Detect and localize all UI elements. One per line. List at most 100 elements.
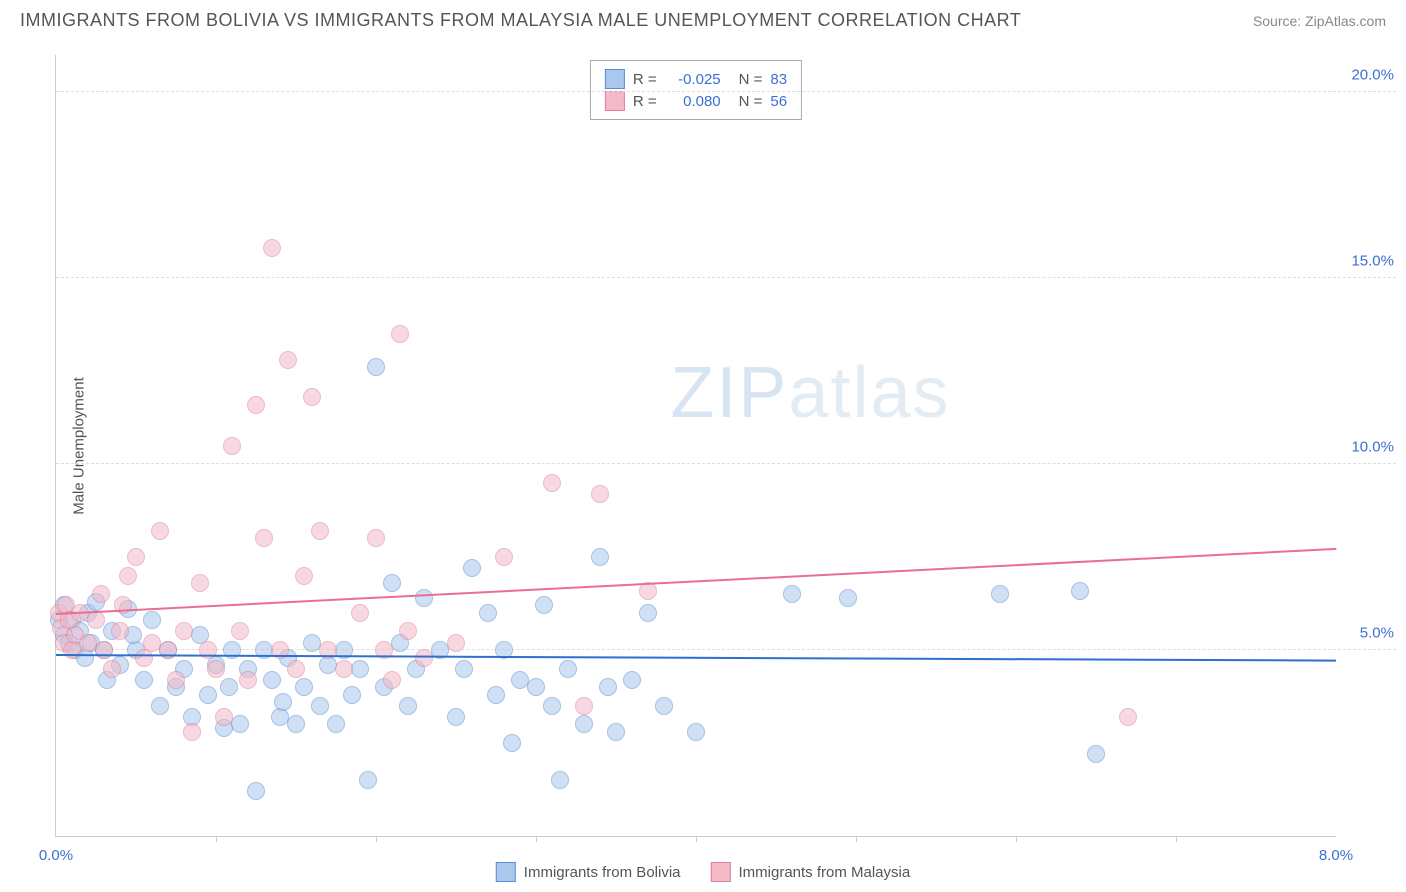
data-point-malaysia <box>399 622 417 640</box>
data-point-malaysia <box>215 708 233 726</box>
data-point-malaysia <box>151 522 169 540</box>
gridline <box>56 91 1396 92</box>
data-point-bolivia <box>591 548 609 566</box>
legend-label: Immigrants from Malaysia <box>739 864 911 881</box>
swatch-malaysia <box>711 862 731 882</box>
data-point-malaysia <box>87 611 105 629</box>
x-tick <box>216 836 217 842</box>
y-tick-label: 5.0% <box>1360 625 1394 642</box>
data-point-malaysia <box>287 660 305 678</box>
data-point-bolivia <box>551 771 569 789</box>
data-point-bolivia <box>559 660 577 678</box>
data-point-malaysia <box>575 697 593 715</box>
gridline <box>56 463 1396 464</box>
data-point-bolivia <box>231 715 249 733</box>
y-tick-label: 15.0% <box>1351 253 1394 270</box>
data-point-malaysia <box>1119 708 1137 726</box>
data-point-bolivia <box>343 686 361 704</box>
data-point-malaysia <box>127 548 145 566</box>
legend-item-bolivia: Immigrants from Bolivia <box>496 862 681 882</box>
data-point-bolivia <box>575 715 593 733</box>
x-tick-label: 8.0% <box>1319 847 1353 864</box>
data-point-bolivia <box>599 678 617 696</box>
data-point-bolivia <box>367 358 385 376</box>
data-point-malaysia <box>543 474 561 492</box>
data-point-bolivia <box>287 715 305 733</box>
data-point-bolivia <box>399 697 417 715</box>
x-tick <box>376 836 377 842</box>
data-point-malaysia <box>351 604 369 622</box>
data-point-malaysia <box>447 634 465 652</box>
data-point-bolivia <box>455 660 473 678</box>
data-point-malaysia <box>303 388 321 406</box>
data-point-bolivia <box>143 611 161 629</box>
legend: Immigrants from Bolivia Immigrants from M… <box>496 862 910 882</box>
data-point-malaysia <box>111 622 129 640</box>
stat-r-label: R = <box>633 93 657 110</box>
x-tick <box>1016 836 1017 842</box>
data-point-bolivia <box>487 686 505 704</box>
data-point-malaysia <box>367 529 385 547</box>
data-point-malaysia <box>175 622 193 640</box>
data-point-malaysia <box>255 529 273 547</box>
data-point-bolivia <box>351 660 369 678</box>
stat-n-value: 83 <box>770 71 787 88</box>
data-point-malaysia <box>103 660 121 678</box>
stat-n-label: N = <box>739 93 763 110</box>
data-point-bolivia <box>447 708 465 726</box>
data-point-malaysia <box>223 437 241 455</box>
data-point-bolivia <box>839 589 857 607</box>
data-point-malaysia <box>92 585 110 603</box>
trendline-malaysia <box>56 548 1336 615</box>
data-point-malaysia <box>263 239 281 257</box>
data-point-bolivia <box>135 671 153 689</box>
x-tick-label: 0.0% <box>39 847 73 864</box>
data-point-bolivia <box>220 678 238 696</box>
legend-label: Immigrants from Bolivia <box>524 864 681 881</box>
data-point-bolivia <box>359 771 377 789</box>
data-point-malaysia <box>231 622 249 640</box>
swatch-malaysia <box>605 91 625 111</box>
y-tick-label: 20.0% <box>1351 67 1394 84</box>
data-point-bolivia <box>199 686 217 704</box>
data-point-malaysia <box>335 660 353 678</box>
scatter-chart: ZIPatlas R =-0.025N =83R =0.080N =56 5.0… <box>55 55 1336 837</box>
data-point-bolivia <box>311 697 329 715</box>
data-point-bolivia <box>527 678 545 696</box>
data-point-bolivia <box>655 697 673 715</box>
data-point-bolivia <box>415 589 433 607</box>
legend-item-malaysia: Immigrants from Malaysia <box>711 862 911 882</box>
data-point-bolivia <box>383 574 401 592</box>
page-title: IMMIGRANTS FROM BOLIVIA VS IMMIGRANTS FR… <box>20 10 1021 31</box>
x-tick <box>856 836 857 842</box>
swatch-bolivia <box>605 69 625 89</box>
stat-n-value: 56 <box>770 93 787 110</box>
data-point-malaysia <box>247 396 265 414</box>
data-point-bolivia <box>623 671 641 689</box>
data-point-bolivia <box>535 596 553 614</box>
data-point-bolivia <box>1087 745 1105 763</box>
y-tick-label: 10.0% <box>1351 439 1394 456</box>
data-point-malaysia <box>207 660 225 678</box>
data-point-malaysia <box>95 641 113 659</box>
data-point-bolivia <box>783 585 801 603</box>
swatch-bolivia <box>496 862 516 882</box>
source-attribution: Source: ZipAtlas.com <box>1253 13 1386 29</box>
data-point-bolivia <box>607 723 625 741</box>
data-point-bolivia <box>543 697 561 715</box>
data-point-malaysia <box>239 671 257 689</box>
data-point-malaysia <box>391 325 409 343</box>
data-point-bolivia <box>247 782 265 800</box>
data-point-bolivia <box>687 723 705 741</box>
stats-row-bolivia: R =-0.025N =83 <box>605 69 787 89</box>
gridline <box>56 277 1396 278</box>
stat-r-label: R = <box>633 71 657 88</box>
data-point-malaysia <box>167 671 185 689</box>
x-tick <box>536 836 537 842</box>
data-point-malaysia <box>279 351 297 369</box>
watermark: ZIPatlas <box>670 352 950 434</box>
data-point-bolivia <box>263 671 281 689</box>
stat-r-value: -0.025 <box>665 71 721 88</box>
data-point-bolivia <box>463 559 481 577</box>
data-point-bolivia <box>295 678 313 696</box>
